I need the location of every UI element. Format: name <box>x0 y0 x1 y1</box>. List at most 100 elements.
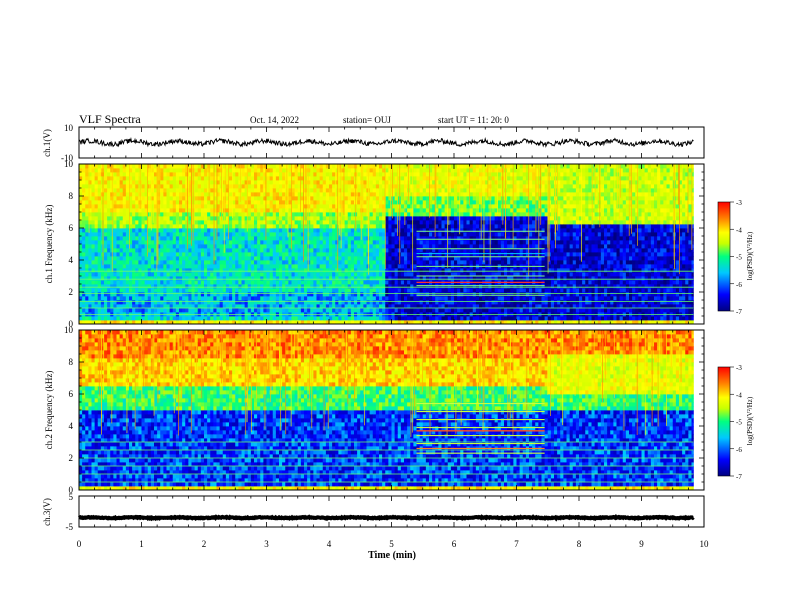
spectrogram-cell <box>150 296 155 301</box>
spectrogram-cell <box>185 208 189 213</box>
spectrogram-cell <box>210 168 214 173</box>
spectrogram-cell <box>166 196 171 201</box>
spectrogram-cell <box>150 248 155 253</box>
spectrogram-cell <box>341 192 346 197</box>
spectrogram-cell <box>425 284 430 289</box>
spectrogram-cell <box>157 240 161 245</box>
spectrogram-cell <box>232 260 236 265</box>
spectrogram-cell <box>304 272 308 277</box>
spectrogram-cell <box>254 292 258 297</box>
spectrogram-cell <box>204 308 208 313</box>
spectrogram-cell <box>238 240 242 245</box>
spectrogram-cell <box>163 296 167 301</box>
spectrogram-cell <box>244 304 249 309</box>
spectrogram-cell <box>260 212 264 217</box>
spectrogram-cell <box>254 212 258 217</box>
spectrogram-cell <box>272 164 277 169</box>
spectrogram-cell <box>244 208 249 213</box>
spectrogram-cell <box>360 244 364 249</box>
spectrogram-cell <box>94 256 99 261</box>
spectrogram-cell <box>310 228 314 233</box>
spectrogram-cell <box>350 192 355 197</box>
spectrogram-cell <box>282 320 286 324</box>
spectrogram-cell <box>113 184 117 189</box>
spectrogram-cell <box>300 260 305 265</box>
spectrogram-cell <box>266 244 271 249</box>
spectrogram-cell <box>313 164 317 169</box>
spectrogram-cell <box>325 308 330 313</box>
spectrogram-cell <box>225 208 230 213</box>
spectrogram-cell <box>272 248 277 253</box>
spectrogram-cell <box>425 224 430 229</box>
spectrogram-cell <box>138 208 142 213</box>
spectrogram-cell <box>216 316 221 321</box>
spectrogram-cell <box>247 200 252 205</box>
spectrogram-cell <box>260 248 264 253</box>
spectrogram-cell <box>457 172 461 177</box>
spectrogram-cell <box>429 172 433 177</box>
spectrogram-cell <box>154 172 158 177</box>
spectrogram-cell <box>357 196 361 201</box>
spectrogram-cell <box>116 192 121 197</box>
spectrogram-cell <box>116 200 121 205</box>
spectrogram-cell <box>319 164 324 169</box>
spectrogram-cell <box>244 272 249 277</box>
spectrogram-cell <box>282 176 286 181</box>
spectrogram-cell <box>204 240 208 245</box>
spectrogram-cell <box>85 168 89 173</box>
spectrogram-cell <box>216 236 221 241</box>
spectrogram-cell <box>372 276 377 281</box>
spectrogram-cell <box>141 168 146 173</box>
spectrogram-cell <box>104 180 108 185</box>
spectrogram-cell <box>266 224 271 229</box>
spectrogram-cell <box>400 204 405 209</box>
spectrogram-cell <box>316 292 321 297</box>
spectrogram-cell <box>332 164 336 169</box>
spectrogram-cell <box>313 280 317 285</box>
spectrogram-cell <box>338 320 342 324</box>
spectrogram-cell <box>207 316 211 321</box>
spectrogram-cell <box>297 240 302 245</box>
spectrogram-cell <box>435 284 439 289</box>
spectrogram-cell <box>232 184 236 189</box>
spectrogram-cell <box>435 180 439 185</box>
spectrogram-cell <box>197 176 202 181</box>
spectrogram-cell <box>304 268 308 273</box>
spectrogram-cell <box>372 212 377 217</box>
spectrogram-cell <box>79 188 83 193</box>
spectrogram-cell <box>141 316 146 321</box>
spectrogram-cell <box>191 280 196 285</box>
spectrogram-cell <box>350 212 355 217</box>
spectrogram-cell <box>241 304 246 309</box>
spectrogram-cell <box>335 320 339 324</box>
spectrogram-cell <box>441 272 446 277</box>
spectrogram-cell <box>141 240 146 245</box>
spectrogram-cell <box>213 232 217 237</box>
spectrogram-cell <box>450 192 455 197</box>
spectrogram-cell <box>407 276 411 281</box>
spectrogram-cell <box>322 212 327 217</box>
spectrogram-cell <box>254 260 258 265</box>
spectrogram-cell <box>385 292 389 297</box>
spectrogram-cell <box>457 196 461 201</box>
spectrogram-cell <box>266 176 271 181</box>
spectrogram-cell <box>160 284 164 289</box>
spectrogram-cell <box>144 176 149 181</box>
spectrogram-cell <box>197 232 202 237</box>
spectrogram-cell <box>247 204 252 209</box>
spectrogram-cell <box>313 304 317 309</box>
spectrogram-cell <box>235 188 239 193</box>
spectrogram-cell <box>94 184 99 189</box>
spectrogram-cell <box>275 272 280 277</box>
spectrogram-cell <box>429 248 433 253</box>
spectrogram-cell <box>419 200 424 205</box>
spectrogram-cell <box>144 212 149 217</box>
spectrogram-cell <box>297 236 302 241</box>
spectrogram-cell <box>175 272 180 277</box>
spectrogram-cell <box>266 196 271 201</box>
spectrogram-cell <box>350 208 355 213</box>
spectrogram-cell <box>338 204 342 209</box>
spectrogram-cell <box>113 288 117 293</box>
spectrogram-cell <box>235 272 239 277</box>
spectrogram-cell <box>129 272 133 277</box>
